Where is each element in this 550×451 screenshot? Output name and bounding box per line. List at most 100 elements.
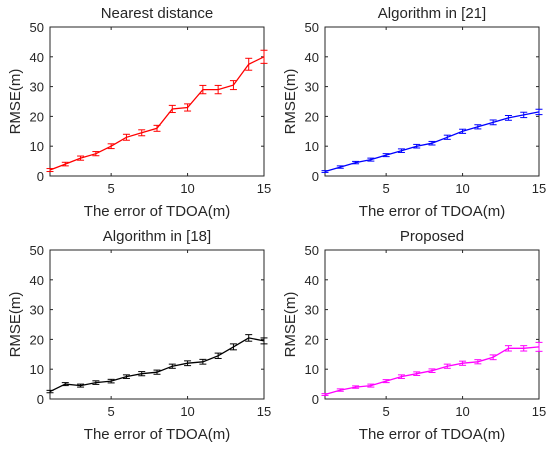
error-bar [443, 363, 451, 369]
error-bar [214, 84, 222, 95]
y-tick-label: 0 [37, 392, 44, 407]
x-tick-label: 15 [257, 404, 271, 419]
error-bar [336, 388, 344, 392]
error-bar [520, 111, 528, 119]
axes-box [324, 26, 540, 177]
x-tick-label: 5 [383, 404, 390, 419]
error-bar [367, 383, 375, 388]
error-bar [229, 343, 237, 351]
error-bar [520, 345, 528, 352]
y-axis-label: RMSE(m) [282, 69, 299, 135]
y-tick-label: 50 [305, 20, 319, 35]
y-tick-label: 0 [37, 169, 44, 184]
error-bar [413, 143, 421, 149]
x-tick-label: 15 [532, 404, 546, 419]
error-bar [321, 170, 329, 173]
error-bar [61, 161, 69, 167]
chart-title: Nearest distance [101, 5, 214, 22]
axes-box [49, 26, 265, 177]
chart-panel-1: 0 10 20 30 40 50 5 10 15 Nearest distance The erro… [7, 5, 271, 220]
x-tick-label: 5 [108, 181, 115, 196]
error-bar [107, 378, 115, 384]
error-bar [397, 148, 405, 153]
error-bar [77, 155, 85, 161]
x-axis-label: The error of TDOA(m) [84, 426, 230, 443]
error-bar [245, 334, 253, 342]
y-tick-label: 0 [312, 169, 319, 184]
error-bar [428, 140, 436, 146]
y-tick-label: 20 [30, 109, 44, 124]
y-tick-label: 40 [30, 50, 44, 65]
x-tick-label: 10 [455, 181, 469, 196]
error-bar [382, 153, 390, 158]
error-bar [459, 128, 467, 134]
y-tick-label: 10 [305, 139, 319, 154]
error-bar [168, 104, 176, 114]
error-bar [413, 371, 421, 376]
chart-panel-4: 0 10 20 30 40 50 5 10 15 Proposed The error of TDO… [282, 228, 546, 443]
error-bar [245, 57, 253, 71]
y-axis-label: RMSE(m) [282, 292, 299, 358]
y-tick-label: 10 [305, 362, 319, 377]
y-tick-label: 20 [30, 332, 44, 347]
error-bar [61, 382, 69, 387]
error-bar [184, 360, 192, 367]
y-tick-label: 30 [305, 80, 319, 95]
error-bar [92, 380, 100, 385]
y-axis-label: RMSE(m) [7, 292, 24, 358]
y-tick-label: 30 [305, 303, 319, 318]
axes-box [324, 249, 540, 400]
error-bar [352, 160, 360, 165]
error-bar [428, 368, 436, 373]
error-bar [92, 151, 100, 157]
error-bar [336, 165, 344, 169]
chart-panel-3: 0 10 20 30 40 50 5 10 15 Algorithm in [18] The err… [7, 228, 271, 443]
x-tick-label: 15 [532, 181, 546, 196]
y-tick-label: 50 [30, 20, 44, 35]
error-bar [153, 124, 161, 132]
error-bar [107, 143, 115, 150]
error-bar [489, 119, 497, 126]
chart-title: Algorithm in [21] [378, 5, 486, 22]
y-tick-label: 40 [305, 273, 319, 288]
x-tick-label: 10 [455, 404, 469, 419]
error-bar [352, 385, 360, 389]
chart-title: Algorithm in [18] [103, 228, 211, 245]
error-bar [138, 129, 146, 137]
error-bar [122, 133, 130, 141]
error-bar [229, 80, 237, 91]
error-bar [397, 374, 405, 379]
x-axis-label: The error of TDOA(m) [84, 203, 230, 220]
y-tick-label: 40 [305, 50, 319, 65]
y-tick-label: 30 [30, 80, 44, 95]
x-tick-label: 5 [383, 181, 390, 196]
error-bar [199, 358, 207, 365]
x-tick-label: 15 [257, 181, 271, 196]
error-bar [504, 115, 512, 121]
error-bar [153, 369, 161, 375]
error-bar [474, 359, 482, 365]
y-tick-label: 50 [305, 243, 319, 258]
axes-box [49, 249, 265, 400]
x-axis-label: The error of TDOA(m) [359, 203, 505, 220]
error-bar [168, 363, 176, 369]
error-bar [46, 389, 54, 394]
error-bar [504, 345, 512, 352]
y-tick-label: 30 [30, 303, 44, 318]
y-tick-label: 0 [312, 392, 319, 407]
y-tick-label: 20 [305, 109, 319, 124]
y-tick-label: 40 [30, 273, 44, 288]
error-bar [489, 354, 497, 361]
y-tick-label: 10 [30, 362, 44, 377]
error-bar [367, 157, 375, 162]
y-tick-label: 50 [30, 243, 44, 258]
error-bar [184, 103, 192, 112]
x-tick-label: 10 [180, 181, 194, 196]
error-bar [199, 84, 207, 95]
error-bar [214, 352, 222, 359]
error-bar [474, 124, 482, 130]
error-bar [260, 49, 268, 64]
y-axis-label: RMSE(m) [7, 69, 24, 135]
chart-panel-2: 0 10 20 30 40 50 5 10 15 Algorithm in [21] The err… [282, 5, 546, 220]
